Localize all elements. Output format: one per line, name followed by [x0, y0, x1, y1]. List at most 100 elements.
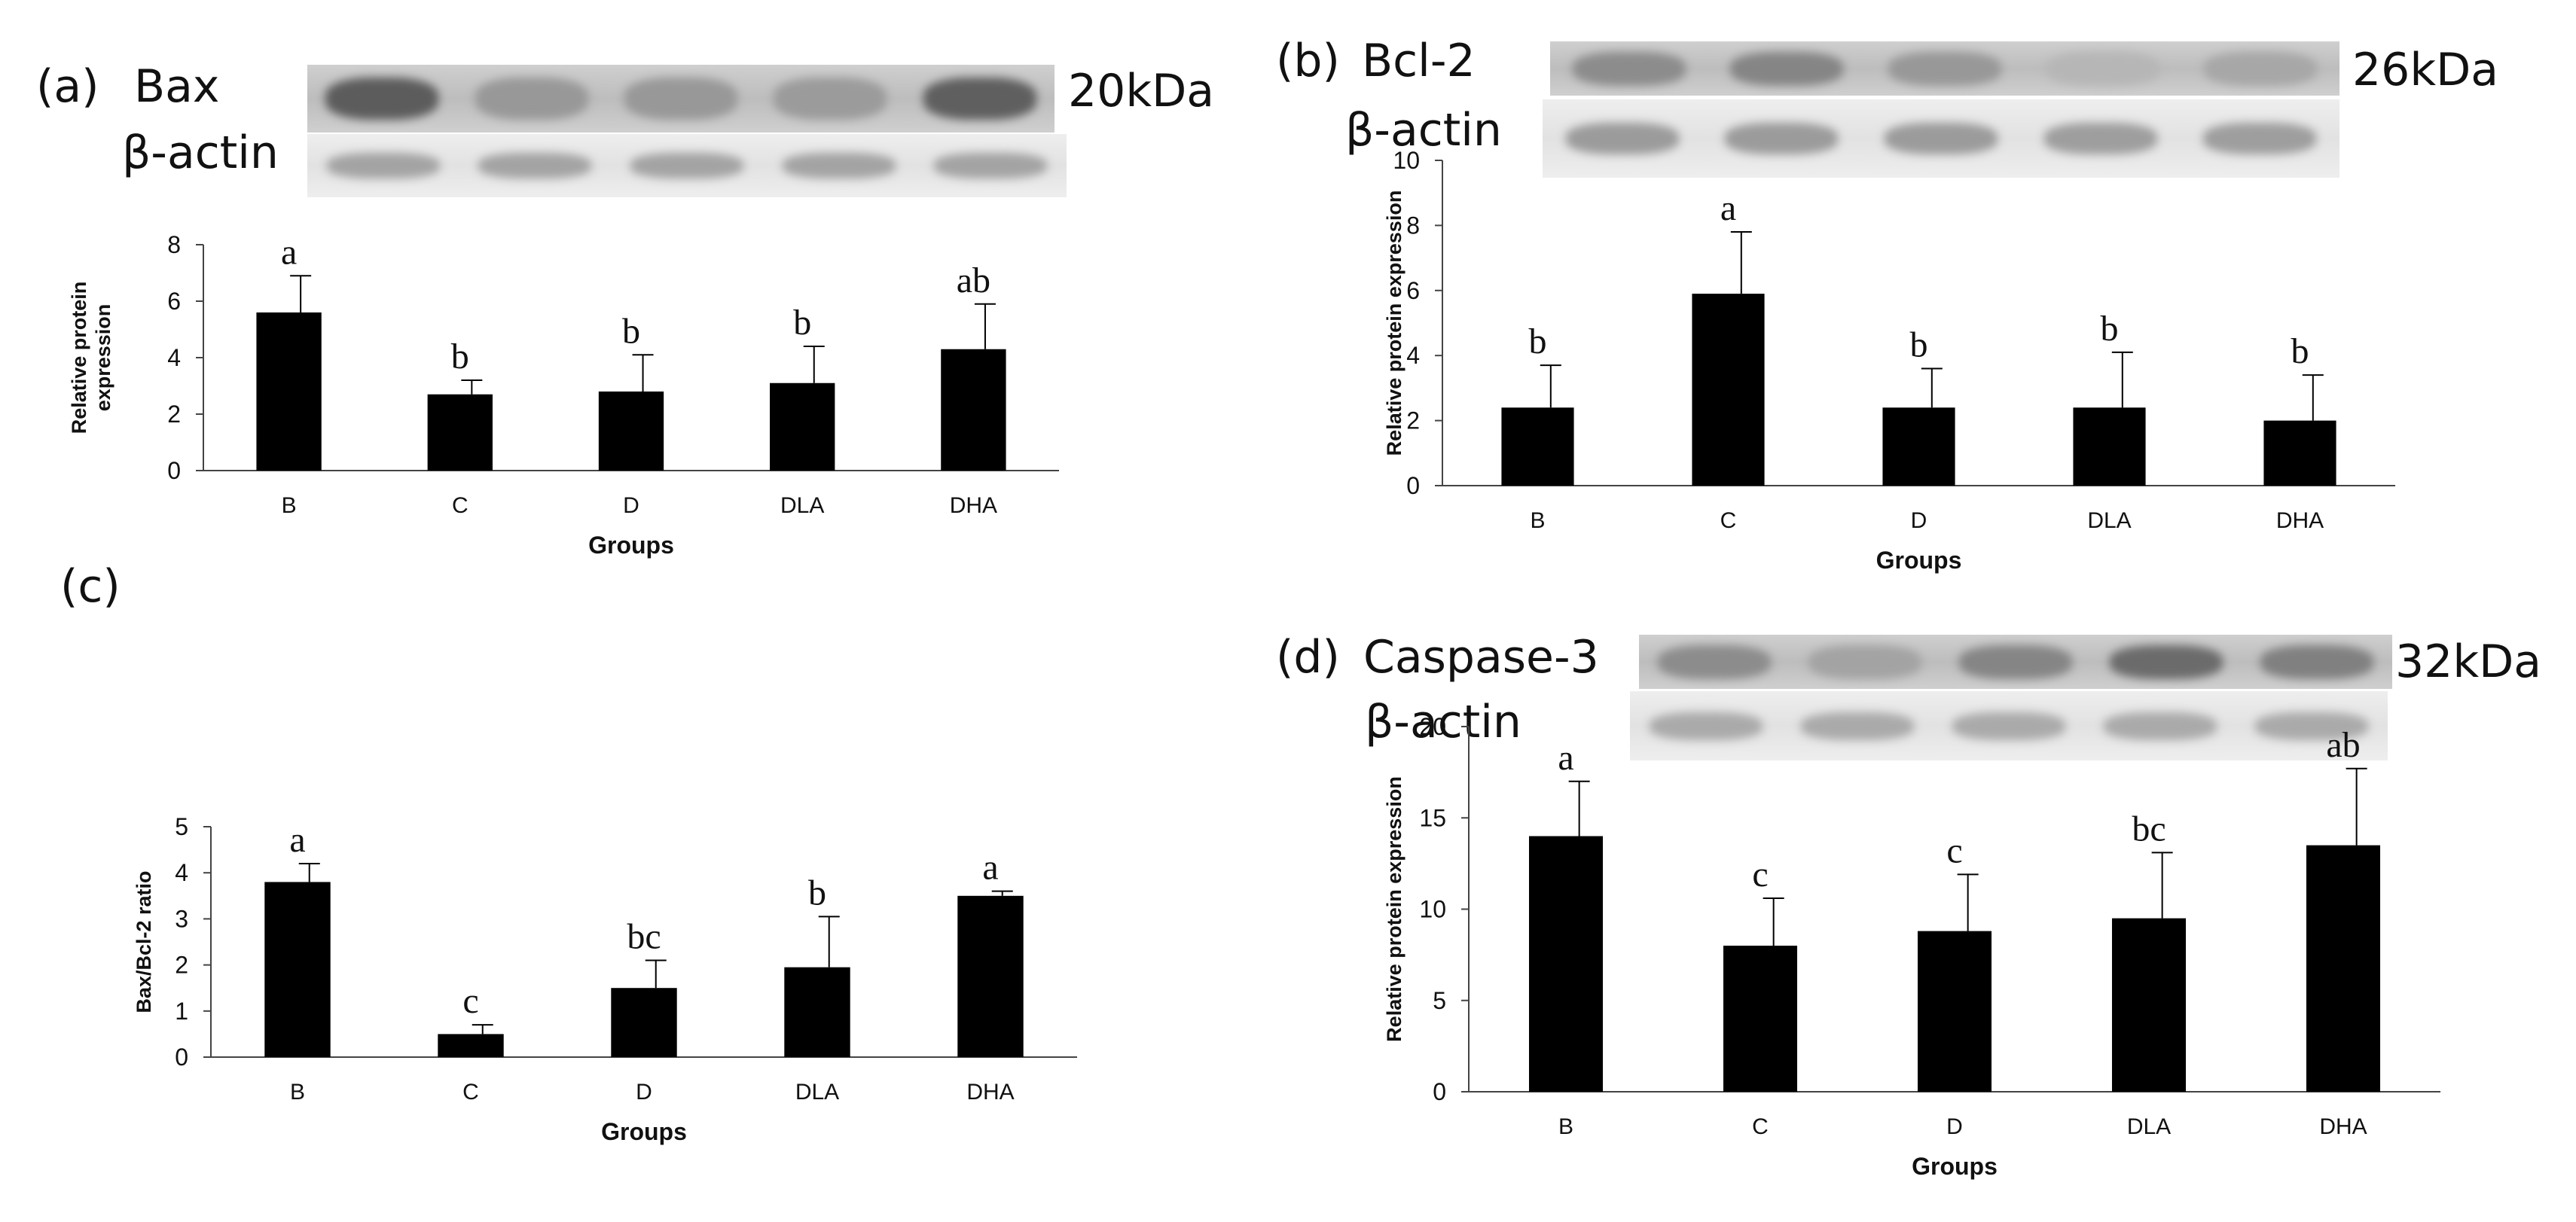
significance-letter-D: b [622, 311, 640, 351]
bar-B [256, 312, 322, 471]
actin-band-1 [1565, 123, 1679, 154]
y-axis-title: expression [92, 304, 114, 412]
significance-letter-B: a [289, 820, 305, 860]
actin-band-2 [1725, 123, 1839, 154]
y-tick-label: 5 [1433, 987, 1446, 1014]
y-tick-label: 0 [1433, 1078, 1446, 1105]
y-tick-label: 10 [1419, 896, 1446, 923]
significance-letter-B: a [1558, 738, 1573, 778]
bar-DHA [2306, 845, 2381, 1092]
x-axis-title: Groups [588, 532, 674, 559]
target-band-1 [1658, 645, 1771, 679]
target-band-4 [774, 78, 887, 120]
significance-letter-C: c [1752, 855, 1768, 894]
target-band-2 [1730, 51, 1844, 86]
x-tick-label-B: B [1530, 508, 1545, 533]
panel-d-actin-label: β-actin [1365, 696, 1521, 748]
significance-letter-DHA: a [982, 848, 998, 888]
panel-b-actin-blot [1543, 99, 2339, 178]
x-tick-label-D: D [1911, 508, 1927, 533]
panel-b-protein-name: Bcl-2 [1362, 35, 1476, 87]
actin-band-4 [2043, 123, 2157, 154]
bar-B [264, 882, 331, 1057]
panel-a-label: (a) [36, 60, 99, 113]
y-tick-label: 20 [1419, 713, 1446, 740]
y-tick-label: 8 [167, 231, 181, 258]
target-band-1 [325, 78, 439, 120]
bar-B [1528, 836, 1604, 1092]
x-tick-label-DHA: DHA [966, 1080, 1014, 1105]
significance-letter-D: b [1910, 325, 1928, 364]
significance-letter-DLA: b [793, 303, 811, 343]
x-tick-label-C: C [452, 493, 469, 518]
bar-D [1882, 407, 1955, 486]
y-tick-label: 10 [1393, 147, 1420, 174]
y-axis-title: Relative protein [68, 282, 90, 434]
y-tick-label: 4 [167, 344, 181, 371]
x-tick-label-B: B [290, 1080, 305, 1105]
y-tick-label: 2 [1406, 407, 1420, 434]
bar-DLA [2111, 918, 2187, 1092]
y-tick-label: 0 [167, 457, 181, 484]
y-tick-label: 15 [1419, 804, 1446, 831]
significance-letter-C: a [1720, 188, 1736, 228]
y-axis-title: Bax/Bcl-2 ratio [133, 870, 155, 1013]
target-band-2 [475, 78, 588, 120]
bar-DLA [784, 967, 850, 1057]
x-tick-label-C: C [1752, 1114, 1769, 1139]
actin-band-2 [1800, 712, 1914, 740]
bar-C [1723, 946, 1798, 1092]
x-tick-label-D: D [1946, 1114, 1963, 1139]
panel-d-label: (d) [1276, 631, 1340, 684]
x-tick-label-DLA: DLA [2127, 1114, 2171, 1139]
actin-band-2 [478, 153, 592, 178]
panel-d-kda-label: 32kDa [2395, 635, 2542, 688]
significance-letter-DHA: ab [957, 261, 990, 300]
y-tick-label: 6 [167, 288, 181, 315]
panel-a-bar-chart: 0 2 4 6 8 Relative protein expression a Bb Cb Db DL… [68, 231, 1059, 559]
bar-C [1692, 294, 1765, 486]
bar-D [598, 392, 664, 471]
x-tick-label-DLA: DLA [780, 493, 824, 518]
bar-C [427, 394, 493, 471]
actin-band-5 [2255, 712, 2369, 740]
y-tick-label: 4 [175, 859, 188, 886]
target-band-5 [923, 78, 1036, 120]
bar-DHA [941, 349, 1006, 471]
y-tick-label: 5 [175, 813, 188, 840]
x-tick-label-DHA: DHA [950, 493, 997, 518]
significance-letter-DLA: bc [2132, 809, 2165, 849]
actin-band-3 [630, 153, 743, 178]
panel-b-label: (b) [1276, 35, 1340, 87]
actin-band-4 [782, 153, 896, 178]
bar-B [1501, 407, 1574, 486]
y-tick-label: 4 [1406, 342, 1420, 369]
y-tick-label: 6 [1406, 277, 1420, 304]
bar-DHA [2263, 420, 2336, 486]
target-band-4 [2046, 51, 2159, 86]
significance-letter-DLA: b [808, 873, 826, 913]
actin-band-5 [2203, 123, 2317, 154]
target-band-3 [624, 78, 737, 120]
panel-d-actin-blot [1630, 691, 2388, 760]
actin-band-3 [1884, 123, 1998, 154]
x-tick-label-C: C [1720, 508, 1737, 533]
y-tick-label: 8 [1406, 212, 1420, 239]
target-band-5 [2260, 645, 2373, 679]
panel-b-bar-chart: 0 2 4 6 8 10 Relative protein expression b Ba Cb D… [1383, 147, 2395, 574]
y-tick-label: 2 [167, 401, 181, 428]
target-band-3 [1959, 645, 2072, 679]
bar-DLA [2073, 407, 2146, 486]
significance-letter-DLA: b [2101, 309, 2119, 349]
x-tick-label-DHA: DHA [2319, 1114, 2367, 1139]
bar-DLA [770, 382, 835, 471]
actin-band-3 [1952, 712, 2065, 740]
x-axis-title: Groups [1876, 547, 1962, 574]
y-tick-label: 0 [175, 1044, 188, 1071]
y-tick-label: 1 [175, 998, 188, 1025]
bar-C [438, 1034, 504, 1057]
panel-a-target-blot [307, 65, 1055, 133]
panel-d-target-blot [1639, 635, 2392, 689]
target-band-4 [2110, 645, 2223, 679]
panel-d-protein-name: Caspase-3 [1363, 631, 1599, 684]
